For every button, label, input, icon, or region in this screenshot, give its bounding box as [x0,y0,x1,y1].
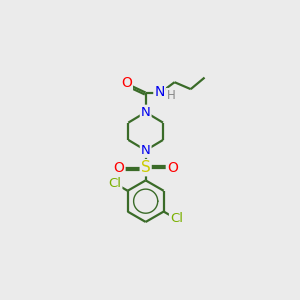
Text: S: S [141,160,151,175]
Text: O: O [114,161,124,175]
Text: Cl: Cl [108,177,122,190]
Text: O: O [167,161,178,175]
Text: H: H [167,89,176,102]
Text: N: N [141,106,151,119]
Text: N: N [154,85,165,99]
Text: Cl: Cl [170,212,183,226]
Text: N: N [141,144,151,157]
Text: O: O [121,76,132,90]
